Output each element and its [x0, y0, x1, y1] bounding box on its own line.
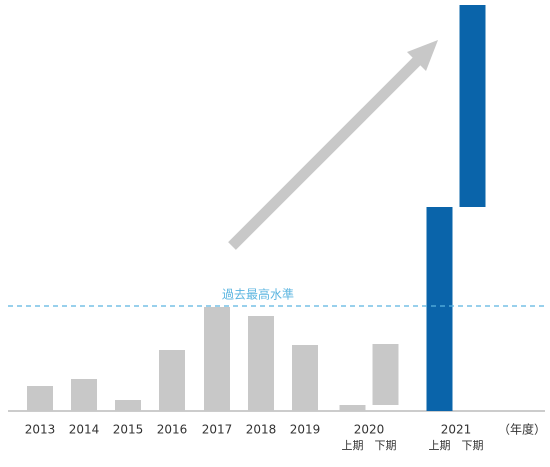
x-sub-label: 上期 — [429, 439, 451, 452]
x-tick-label: 2018 — [246, 423, 277, 437]
bar — [248, 316, 274, 411]
x-sub-label: 下期 — [462, 439, 484, 452]
reference-label: 過去最高水準 — [222, 287, 294, 302]
x-tick-label: 2015 — [113, 423, 144, 437]
x-tick-label: 2016 — [157, 423, 188, 437]
x-tick-label: 2013 — [25, 423, 56, 437]
bar — [71, 379, 97, 411]
x-tick-label: 2017 — [202, 423, 233, 437]
trend-arrow — [228, 50, 428, 250]
x-sub-label: 下期 — [375, 439, 397, 452]
bar — [27, 386, 53, 411]
x-sub-label: 上期 — [342, 439, 364, 452]
bar — [339, 405, 366, 411]
bar — [426, 207, 453, 411]
x-tick-label: 2021 — [441, 423, 472, 437]
x-tick-label: 2014 — [69, 423, 100, 437]
x-tick-label: 2019 — [290, 423, 321, 437]
x-unit-label: （年度） — [498, 422, 546, 437]
bar — [372, 344, 399, 405]
bar — [292, 345, 318, 411]
x-tick-label: 2020 — [354, 423, 385, 437]
bar — [159, 350, 185, 411]
bar — [459, 5, 486, 207]
bar — [204, 307, 230, 411]
bar — [115, 400, 141, 411]
trend-arrow-head — [407, 40, 438, 71]
